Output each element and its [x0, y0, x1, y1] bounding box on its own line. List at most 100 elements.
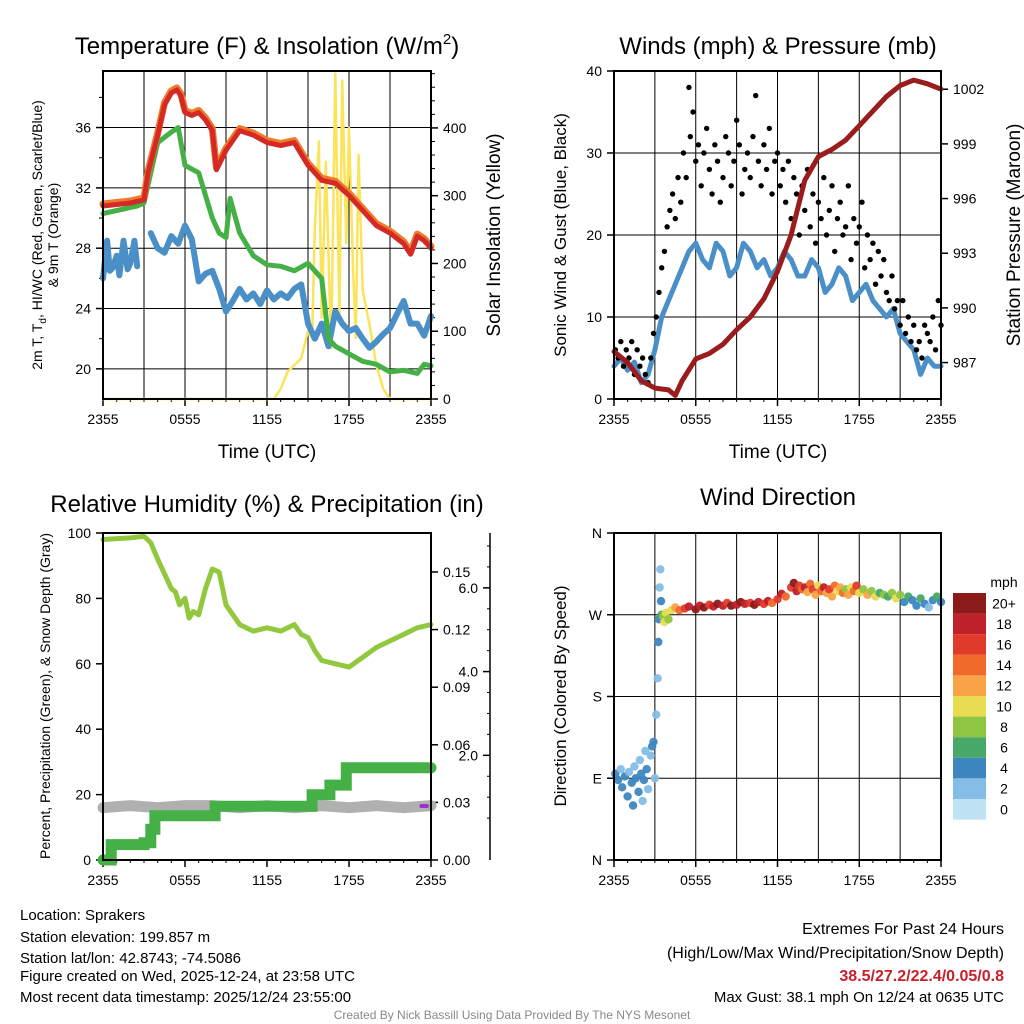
gust-point — [774, 150, 781, 156]
gust-point — [747, 174, 753, 181]
legend-color-swatch — [953, 675, 986, 696]
gust-point — [714, 158, 721, 164]
x-tick-label: 1755 — [333, 872, 364, 888]
gust-point — [870, 240, 876, 246]
gust-point — [881, 256, 887, 263]
x-tick-label: 2355 — [925, 411, 956, 427]
gust-point — [862, 265, 868, 271]
gust-point — [905, 314, 911, 320]
y-tick-label: 200 — [443, 255, 467, 271]
gust-point — [623, 347, 629, 353]
gust-point — [698, 183, 704, 189]
gust-point — [693, 158, 699, 164]
temperature-y-label: 2m T, Td, HI/WC (Red, Green, Scarlet/Blu… — [29, 100, 61, 370]
legend-title: mph — [990, 574, 1017, 590]
gust-point — [889, 273, 895, 279]
y-tick-label: 20 — [75, 361, 91, 377]
gust-point — [821, 174, 827, 181]
gust-point — [793, 191, 800, 197]
gust-point — [913, 347, 920, 353]
direction-point — [654, 637, 663, 647]
gust-point — [807, 224, 813, 230]
ylabel-part: 2m T, T — [29, 323, 45, 370]
y-tick-label: 400 — [443, 120, 467, 136]
direction-point — [653, 674, 662, 683]
gust-point — [763, 166, 770, 173]
insolation-y2-label: Solar Insolation (Yellow) — [484, 133, 505, 336]
gust-point — [637, 363, 643, 369]
legend-color-swatch — [953, 757, 986, 779]
gust-point — [935, 297, 941, 304]
y-tick-label: 0.06 — [443, 737, 470, 753]
y-tick-label: 999 — [953, 136, 977, 152]
max-gust: Max Gust: 38.1 mph On 12/24 at 0635 UTC — [714, 989, 1004, 1006]
legend-color-swatch — [953, 634, 986, 655]
x-tick-label: 2355 — [415, 411, 446, 427]
y-tick-label: 36 — [75, 120, 91, 136]
gust-point — [709, 191, 715, 197]
gust-point — [848, 256, 854, 263]
legend-color-swatch — [953, 654, 986, 676]
pressure-line — [611, 77, 944, 398]
gust-point — [782, 199, 789, 205]
y-tick-label: 24 — [75, 301, 91, 317]
y-tick-label: 20 — [586, 227, 602, 243]
y-tick-label: 100 — [443, 323, 467, 339]
gust-point — [853, 240, 860, 246]
gust-point — [815, 199, 822, 205]
y-tick-label: E — [593, 770, 602, 786]
legend-color-swatch — [953, 593, 986, 614]
dewpoint-line — [100, 125, 434, 376]
gust-point — [629, 338, 635, 345]
gust-point — [837, 199, 843, 205]
gust-point — [832, 248, 838, 255]
gust-point — [725, 150, 732, 156]
temperature-chart-title: Temperature (F) & Insolation (W/m2) — [75, 31, 459, 60]
gust-point — [932, 347, 939, 353]
legend-label: 14 — [996, 657, 1012, 673]
temperature-y-label-line1: 2m T, Td, HI/WC (Red, Green, Scarlet/Blu… — [29, 100, 49, 370]
gust-point — [891, 306, 898, 312]
gust-point — [664, 224, 670, 230]
x-tick-label: 1155 — [252, 411, 282, 427]
winds-chart-title: Winds (mph) & Pressure (mb) — [619, 33, 936, 60]
direction-point — [912, 601, 921, 610]
gust-point — [883, 289, 890, 296]
gust-point — [723, 133, 729, 140]
gust-point — [886, 297, 892, 304]
y-tick-label: 990 — [953, 300, 977, 316]
y-tick-label: 40 — [586, 63, 602, 79]
temp-2m-line — [100, 87, 434, 257]
y-tick-label: 60 — [75, 656, 91, 672]
gust-point — [894, 297, 901, 304]
gust-point — [780, 166, 786, 173]
y-tick-label: N — [592, 525, 602, 541]
plots-layer: 2355 0555 1155 1755 235520242832360100200300… — [68, 63, 1016, 888]
gust-point — [921, 322, 928, 328]
gust-point — [736, 142, 743, 148]
y-tick-label: 300 — [443, 188, 467, 204]
gust-point — [796, 232, 802, 238]
direction-point — [827, 592, 837, 601]
legend-label: 2 — [1000, 781, 1008, 797]
title-end: ) — [451, 33, 459, 60]
y-tick-label: 1002 — [953, 81, 984, 97]
gust-point — [731, 158, 737, 164]
humidity-axes: 2355 0555 1155 1755 2355 0 20 40 60 80 100 0.00 0.03… — [68, 525, 491, 888]
legend-label: 4 — [1000, 760, 1008, 776]
title-superscript: 2 — [443, 31, 451, 48]
gust-point — [924, 330, 931, 337]
gust-point — [733, 117, 740, 123]
direction-point — [656, 565, 665, 574]
x-tick-label: 1755 — [844, 872, 875, 888]
legend-label: 10 — [996, 698, 1012, 714]
y-tick-label: 996 — [953, 191, 977, 207]
y-tick-label: 20 — [75, 787, 91, 803]
legend-label: 20+ — [992, 595, 1016, 611]
gust-point — [785, 158, 792, 164]
direction-y-label: Direction (Colored By Speed) — [551, 585, 570, 806]
gust-point — [744, 150, 751, 156]
direction-point — [638, 796, 647, 806]
footer-recent: Most recent data timestamp: 2025/12/24 2… — [20, 989, 351, 1006]
direction-chart-title: Wind Direction — [700, 484, 856, 511]
